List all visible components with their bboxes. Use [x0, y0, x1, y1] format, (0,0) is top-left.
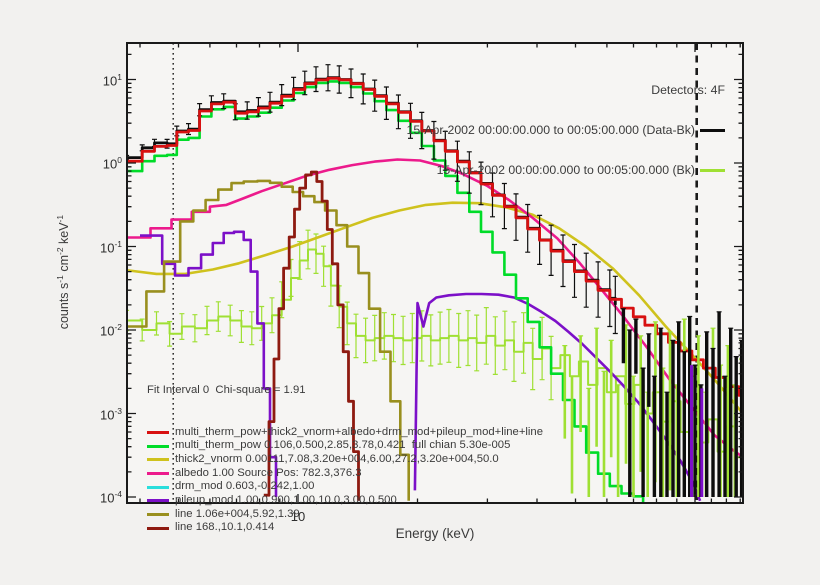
x-tick-label: 10 — [290, 509, 306, 524]
legend-row-bk: 15-Apr-2002 00:00:00.000 to 00:05:00.000… — [407, 163, 725, 178]
x-axis-title: Energy (keV) — [395, 526, 475, 541]
component-label: pileup_mod 1.00,0.900,1.00,10.0,3.00,0.5… — [175, 493, 397, 506]
y-tick-label: 10-1 — [99, 238, 122, 255]
component-color-swatch — [147, 526, 169, 530]
legend-label-bk: 15-Apr-2002 00:00:00.000 to 00:05:00.000… — [436, 163, 695, 178]
component-color-swatch — [147, 471, 169, 475]
component-color-swatch — [147, 485, 169, 489]
component-label: multi_therm_pow 0.106,0.500,2.85,3.78,0.… — [175, 439, 511, 452]
fit-component-6: line 1.06e+004,5.92,1.39 — [147, 508, 543, 522]
component-label: albedo 1.00 Source Pos: 782.3,376.3 — [175, 466, 362, 479]
fit-component-7: line 168.,10.1,0.414 — [147, 521, 543, 535]
series-background — [127, 229, 743, 459]
series-line_10.1keV — [263, 170, 360, 501]
legend-row-data-bk: 15-Apr-2002 00:00:00.000 to 00:05:00.000… — [406, 123, 725, 138]
plot-header-legend: Detectors: 4F 15-Apr-2002 00:00:00.000 t… — [406, 57, 725, 204]
series-thick2_vnorm — [127, 201, 743, 415]
noise-data_noise — [620, 308, 743, 497]
plot-data-area — [127, 43, 743, 503]
fit-legend-rows: multi_therm_pow+thick2_vnorm+albedo+drm_… — [147, 426, 543, 536]
component-label: line 1.06e+004,5.92,1.39 — [175, 507, 300, 520]
series-line_5.92keV — [127, 179, 410, 501]
axis-ticks — [127, 43, 743, 503]
y-tick-label: 10-2 — [99, 322, 122, 339]
component-label: drm_mod 0.603,-0.242,1.00 — [175, 480, 315, 493]
component-color-swatch — [147, 499, 169, 503]
bk-line-swatch — [700, 169, 725, 173]
legend-label-data-bk: 15-Apr-2002 00:00:00.000 to 00:05:00.000… — [406, 123, 696, 138]
y-tick-label: 100 — [102, 155, 122, 172]
fit-component-2: thick2_vnorm 0.00111,7.08,3.20e+004,6.00… — [147, 453, 543, 467]
component-color-swatch — [147, 512, 169, 516]
y-tick-label: 10-4 — [99, 489, 122, 506]
series-pileup_mod_low — [140, 230, 278, 497]
series-total_model — [127, 76, 743, 399]
component-label: multi_therm_pow+thick2_vnorm+albedo+drm_… — [175, 425, 543, 438]
data-bk-line-swatch — [700, 129, 725, 133]
y-tick-label: 101 — [102, 71, 122, 88]
detectors-label: Detectors: 4F — [651, 82, 725, 97]
fit-component-1: multi_therm_pow 0.106,0.500,2.85,3.78,0.… — [147, 439, 543, 453]
fit-component-4: drm_mod 0.603,-0.242,1.00 — [147, 480, 543, 494]
component-label: line 168.,10.1,0.414 — [175, 521, 275, 534]
fit-component-0: multi_therm_pow+thick2_vnorm+albedo+drm_… — [147, 426, 543, 440]
fit-legend-header: Fit Interval 0 Chi-square = 1.91 — [147, 384, 306, 397]
y-tick-label: 10-3 — [99, 405, 122, 422]
fit-legend: Fit Interval 0 Chi-square = 1.91 multi_t… — [147, 357, 543, 562]
component-label: thick2_vnorm 0.00111,7.08,3.20e+004,6.00… — [175, 452, 499, 465]
y-axis-title: counts s-1 cm-2 keV-1 — [54, 214, 72, 330]
component-color-swatch — [147, 430, 169, 434]
component-color-swatch — [147, 458, 169, 462]
component-color-swatch — [147, 444, 169, 448]
fit-component-3: albedo 1.00 Source Pos: 782.3,376.3 — [147, 467, 543, 481]
noise-pileup_noise — [690, 365, 704, 497]
plot-frame — [126, 42, 744, 504]
fit-component-5: pileup_mod 1.00,0.900,1.00,10.0,3.00,0.5… — [147, 494, 543, 508]
